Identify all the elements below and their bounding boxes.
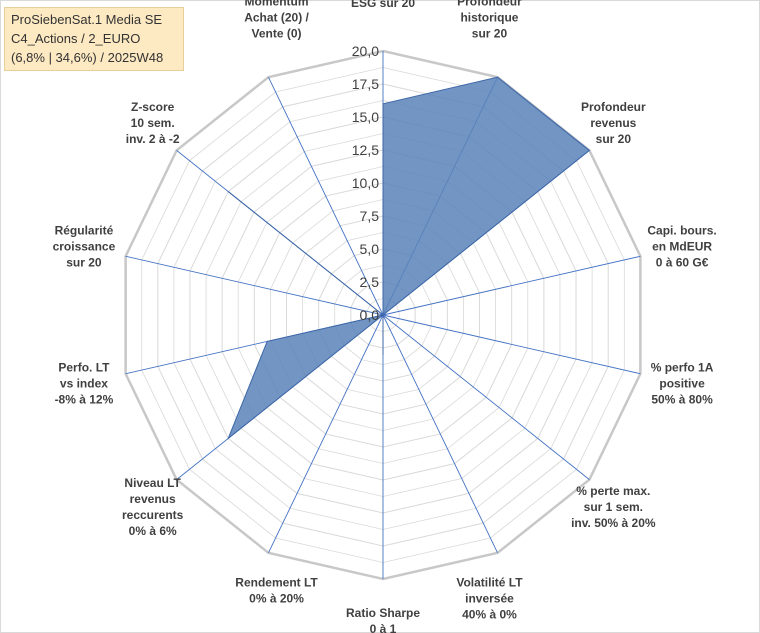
axis-spoke (382, 255, 641, 316)
axis-spoke (382, 314, 641, 375)
tick-label: 0,0 (360, 307, 380, 323)
data-point (588, 149, 590, 151)
axis-label: Régularité croissance sur 20 (53, 223, 116, 269)
tick-label: 2,5 (360, 274, 380, 290)
data-point (227, 191, 229, 193)
tick-label: 12,5 (352, 142, 379, 158)
radar-series (227, 76, 591, 441)
axis-spoke (125, 255, 384, 316)
tick-label: 10,0 (352, 175, 379, 191)
axis-label: Z-score 10 sem. inv. 2 à -2 (126, 100, 180, 146)
radial-tick-labels: 0,0 2,5 5,0 7,5 10,0 12,5 15,0 17,5 20,0 (352, 43, 379, 323)
data-point (266, 340, 268, 342)
data-point (382, 354, 384, 356)
chart-title-box: ProSiebenSat.1 Media SE C4_Actions / 2_E… (4, 7, 184, 71)
axis-label: NoteESG sur 20 (351, 0, 415, 10)
axis-label: Volatilité LT inversée 40% à 0% (456, 575, 523, 621)
title-line-1: ProSiebenSat.1 Media SE (11, 12, 163, 27)
data-point (227, 437, 229, 439)
axis-label: Momentum Achat (20) / Vente (0) (244, 0, 309, 41)
axis-label: Perfo. LT vs index -8% à 12% (55, 361, 114, 407)
axis-label: Capi. bours. en MdEUR 0 à 60 G€ (647, 223, 716, 269)
tick-label: 17,5 (352, 76, 379, 92)
axis-spoke (382, 314, 590, 480)
data-point (382, 314, 384, 316)
axis-label: Profondeur revenus sur 20 (581, 100, 646, 146)
axis-label: Rendement LT 0% à 20% (235, 575, 318, 605)
tick-label: 7,5 (360, 208, 380, 224)
tick-label: 5,0 (360, 241, 380, 257)
tick-label: 15,0 (352, 109, 379, 125)
axis-spoke (268, 314, 384, 554)
data-point (382, 103, 384, 105)
tick-label: 20,0 (352, 43, 379, 59)
series-area (227, 76, 591, 441)
axis-label: Profondeur historique sur 20 (457, 0, 522, 41)
axis-label: Niveau LT revenus reccurents 0% à 6% (122, 476, 184, 538)
axis-label: Ratio Sharpe 0 à 1 (346, 606, 420, 633)
data-point (497, 76, 499, 78)
axis-spoke (382, 314, 498, 554)
title-line-2: C4_Actions / 2_EURO (11, 31, 141, 46)
axis-spoke (268, 76, 384, 316)
title-line-3: (6,8% | 34,6%) / 2025W48 (11, 50, 164, 65)
axis-label: % perfo 1A positive 50% à 80% (651, 361, 714, 407)
axis-label: % perte max. sur 1 sem. inv. 50% à 20% (571, 484, 656, 530)
